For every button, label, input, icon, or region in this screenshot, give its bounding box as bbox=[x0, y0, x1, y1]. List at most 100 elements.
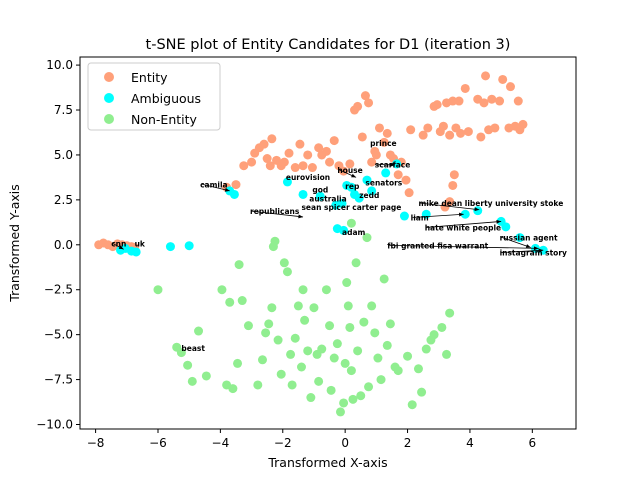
data-point bbox=[364, 98, 374, 108]
data-point bbox=[407, 400, 417, 410]
data-point bbox=[515, 233, 525, 243]
annotation-label: adam bbox=[342, 228, 365, 237]
data-point bbox=[257, 355, 267, 365]
x-axis-label: Transformed X-axis bbox=[267, 455, 387, 470]
data-point bbox=[286, 349, 296, 359]
chart-title: t-SNE plot of Entity Candidates for D1 (… bbox=[146, 37, 511, 53]
annotation-label: house bbox=[337, 166, 362, 175]
data-point bbox=[239, 161, 249, 171]
data-point bbox=[413, 364, 423, 374]
y-tick-label: 7.5 bbox=[54, 103, 73, 117]
annotation-arrow bbox=[426, 221, 502, 228]
y-tick-label: −5.0 bbox=[44, 328, 73, 342]
data-point bbox=[131, 247, 141, 257]
data-point bbox=[479, 98, 489, 108]
data-point bbox=[183, 360, 193, 370]
data-point bbox=[298, 285, 308, 295]
data-point bbox=[231, 180, 241, 190]
annotation-arrowhead bbox=[474, 207, 480, 212]
data-point bbox=[329, 353, 339, 363]
legend-label: Entity bbox=[131, 70, 168, 85]
data-point bbox=[325, 321, 335, 331]
data-point bbox=[326, 385, 336, 395]
data-point bbox=[253, 380, 263, 390]
data-point bbox=[228, 384, 238, 394]
data-point bbox=[153, 285, 163, 295]
legend-marker bbox=[104, 114, 114, 124]
data-point bbox=[367, 186, 377, 196]
annotation-arrow bbox=[389, 244, 539, 249]
annotation-label: republicans bbox=[250, 207, 300, 216]
data-point bbox=[376, 375, 386, 385]
annotation-label: liam bbox=[411, 214, 429, 223]
data-point bbox=[340, 358, 350, 368]
data-point bbox=[165, 242, 175, 252]
data-point bbox=[370, 328, 380, 338]
annotation-arrowhead bbox=[351, 173, 357, 178]
data-point bbox=[276, 369, 286, 379]
data-point bbox=[423, 123, 433, 133]
data-point bbox=[184, 241, 194, 251]
data-point bbox=[298, 189, 308, 199]
data-point bbox=[418, 130, 428, 140]
annotation-arrow bbox=[501, 236, 531, 248]
data-point bbox=[460, 83, 470, 93]
data-point bbox=[346, 182, 356, 192]
data-point bbox=[518, 119, 528, 129]
data-point bbox=[321, 146, 331, 156]
annotation-arrowhead bbox=[496, 219, 502, 224]
data-point bbox=[321, 285, 331, 295]
data-point bbox=[284, 148, 294, 158]
annotation-label: camila bbox=[200, 180, 228, 189]
data-point bbox=[282, 177, 292, 187]
annotation-label: hate white people bbox=[425, 223, 501, 232]
annotation-label: god bbox=[312, 186, 328, 195]
data-point bbox=[346, 366, 356, 376]
annotation-label: sean spicer carter page bbox=[301, 203, 401, 212]
data-point bbox=[399, 211, 409, 221]
data-point bbox=[385, 319, 395, 329]
plot-area: −8 −6 −4 −2 0 2 4 6 −10.0 −7.5 −5.0 −2.5 0.0 2.5 5.0 7.… bbox=[36, 56, 577, 450]
data-point bbox=[261, 328, 271, 338]
data-point bbox=[359, 317, 369, 327]
x-tick-label: −6 bbox=[149, 436, 167, 450]
annotation-arrow bbox=[251, 210, 304, 218]
annotation-label: prince bbox=[370, 139, 397, 148]
annotation-arrowhead bbox=[525, 244, 531, 248]
data-point bbox=[267, 303, 277, 313]
data-point bbox=[295, 139, 305, 149]
data-point bbox=[314, 143, 324, 153]
data-point bbox=[345, 159, 355, 169]
data-point bbox=[487, 94, 497, 104]
y-tick-label: −7.5 bbox=[44, 373, 73, 387]
data-point bbox=[354, 193, 364, 203]
x-tick-label: 6 bbox=[529, 436, 537, 450]
data-point bbox=[343, 301, 353, 311]
series-entity bbox=[94, 71, 528, 252]
data-point bbox=[360, 91, 370, 101]
annotation-label: rep bbox=[345, 182, 360, 191]
data-point bbox=[270, 236, 280, 246]
data-point bbox=[382, 340, 392, 350]
data-point bbox=[476, 132, 486, 142]
data-point bbox=[353, 346, 363, 356]
annotation-label: mike dean liberty university stoke bbox=[418, 199, 563, 208]
data-point bbox=[505, 82, 515, 92]
annotation-arrowhead bbox=[458, 212, 464, 217]
legend: Entity Ambiguous Non-Entity bbox=[87, 62, 221, 131]
y-tick-label: −10.0 bbox=[36, 418, 73, 432]
data-point bbox=[364, 382, 374, 392]
data-point bbox=[371, 150, 381, 160]
y-tick-label: 10.0 bbox=[46, 58, 73, 72]
data-point bbox=[460, 209, 470, 219]
data-point bbox=[501, 222, 511, 232]
series-ambiguous bbox=[116, 159, 548, 257]
x-tick-label: −2 bbox=[274, 436, 292, 450]
data-point bbox=[265, 161, 275, 171]
data-point bbox=[296, 362, 306, 372]
annotation-arrowhead bbox=[224, 187, 230, 192]
data-point bbox=[176, 348, 186, 358]
data-point bbox=[437, 322, 447, 332]
data-point bbox=[290, 333, 300, 343]
data-point bbox=[379, 137, 389, 147]
